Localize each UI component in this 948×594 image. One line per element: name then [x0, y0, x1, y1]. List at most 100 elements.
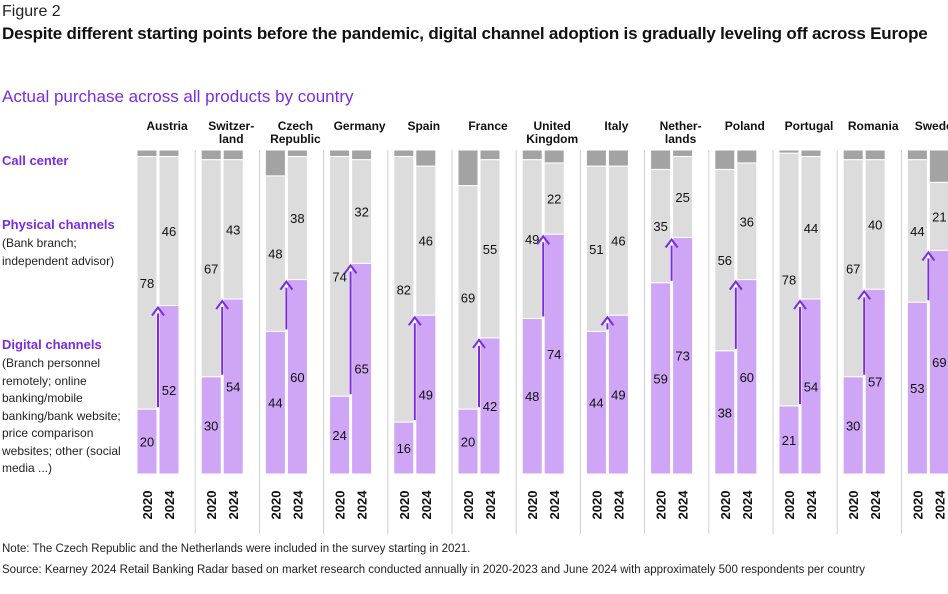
change-arrowhead-france	[472, 338, 486, 349]
bar-callcenter-austria-2024	[158, 149, 180, 157]
label-physical-sweden-2020: 44	[910, 224, 924, 239]
label-digital-czech-republic-2020: 44	[268, 396, 282, 411]
label-physical-switzer-land-2020: 67	[204, 261, 218, 276]
year-label-switzer-land-2020: 2020	[204, 491, 219, 520]
label-digital-united-kingdom-2024: 74	[547, 347, 561, 362]
label-digital-romania-2024: 57	[868, 375, 882, 390]
year-label-sweden-2020: 2020	[910, 491, 925, 520]
country-label-czech-republic: Czech	[278, 119, 313, 133]
bar-callcenter-germany-2020	[329, 149, 351, 157]
label-physical-austria-2024: 46	[162, 224, 176, 239]
year-label-nether-lands-2020: 2020	[654, 491, 669, 520]
year-label-italy-2020: 2020	[589, 491, 604, 520]
country-label-poland: Poland	[725, 119, 765, 133]
bar-callcenter-spain-2024	[415, 149, 437, 167]
label-digital-portugal-2020: 21	[782, 433, 796, 448]
label-physical-spain-2024: 46	[419, 234, 433, 249]
label-digital-poland-2024: 60	[740, 370, 754, 385]
bar-callcenter-switzer-land-2020	[200, 149, 222, 161]
bar-callcenter-sweden-2020	[906, 149, 928, 161]
bar-callcenter-united-kingdom-2024	[543, 149, 565, 164]
year-label-poland-2020: 2020	[718, 491, 733, 520]
label-digital-italy-2024: 49	[611, 388, 625, 403]
country-label-romania: Romania	[848, 119, 899, 133]
category-digital-description: (Branch personnel remotely; online banki…	[2, 356, 121, 475]
bar-callcenter-poland-2020	[714, 149, 736, 170]
label-physical-italy-2024: 46	[611, 234, 625, 249]
label-digital-portugal-2024: 54	[804, 380, 818, 395]
label-digital-switzer-land-2024: 54	[226, 380, 240, 395]
country-label-nether-lands: lands	[665, 132, 697, 146]
bar-callcenter-france-2020	[457, 149, 479, 187]
bar-callcenter-romania-2020	[842, 149, 864, 161]
label-digital-romania-2020: 30	[846, 418, 860, 433]
bar-digital-nether-lands-2024	[672, 236, 694, 475]
bar-digital-italy-2020	[585, 330, 607, 475]
bar-callcenter-czech-republic-2020	[264, 149, 286, 177]
bar-digital-romania-2024	[864, 288, 886, 475]
label-digital-czech-republic-2024: 60	[290, 370, 304, 385]
year-label-france-2024: 2024	[483, 490, 498, 520]
bar-callcenter-united-kingdom-2020	[521, 149, 543, 161]
year-label-nether-lands-2024: 2024	[676, 490, 691, 520]
year-label-germany-2020: 2020	[333, 491, 348, 520]
change-arrowhead-nether-lands	[664, 237, 679, 249]
change-arrowhead-czech-republic	[279, 279, 294, 291]
chart-title: Despite different starting points before…	[2, 24, 928, 43]
bar-callcenter-italy-2020	[585, 149, 607, 167]
country-label-italy: Italy	[604, 119, 628, 133]
bar-callcenter-spain-2020	[393, 149, 415, 157]
country-label-czech-republic: Republic	[270, 132, 321, 146]
category-call-center: Call center	[2, 153, 69, 168]
bar-digital-sweden-2024	[928, 249, 948, 475]
bar-digital-spain-2020	[393, 421, 415, 475]
label-digital-france-2024: 42	[483, 399, 497, 414]
country-label-spain: Spain	[407, 119, 440, 133]
label-physical-united-kingdom-2024: 22	[547, 192, 561, 207]
change-arrowhead-sweden	[921, 250, 936, 262]
bar-callcenter-romania-2024	[864, 149, 886, 161]
country-label-sweden: Sweden	[915, 119, 948, 133]
change-arrowhead-germany	[343, 263, 358, 274]
label-physical-austria-2020: 78	[140, 276, 154, 291]
bar-digital-switzer-land-2024	[222, 298, 244, 475]
year-label-switzer-land-2024: 2024	[226, 490, 241, 520]
label-physical-france-2020: 69	[461, 290, 475, 305]
country-label-portugal: Portugal	[785, 119, 834, 133]
year-label-portugal-2020: 2020	[782, 491, 797, 520]
bar-digital-czech-republic-2024	[286, 279, 308, 475]
year-label-spain-2024: 2024	[419, 490, 434, 520]
bar-callcenter-switzer-land-2024	[222, 149, 244, 161]
category-digital-channels: Digital channels	[2, 337, 102, 352]
bar-callcenter-austria-2020	[136, 149, 158, 157]
bar-digital-poland-2020	[714, 350, 736, 475]
year-label-poland-2024: 2024	[740, 490, 755, 520]
bar-digital-italy-2024	[607, 314, 629, 475]
bar-digital-portugal-2020	[778, 405, 800, 475]
chart-subtitle: Actual purchase across all products by c…	[2, 87, 354, 106]
label-digital-sweden-2020: 53	[910, 381, 924, 396]
country-label-united-kingdom: Kingdom	[526, 132, 578, 146]
bar-digital-poland-2024	[736, 279, 758, 475]
label-physical-portugal-2020: 78	[782, 273, 796, 288]
label-digital-germany-2024: 65	[354, 362, 368, 377]
country-label-switzer-land: land	[219, 132, 244, 146]
bar-digital-france-2020	[457, 408, 479, 475]
bar-digital-romania-2020	[842, 376, 864, 475]
label-digital-germany-2020: 24	[332, 428, 346, 443]
label-physical-germany-2024: 32	[354, 205, 368, 220]
label-digital-united-kingdom-2020: 48	[525, 389, 539, 404]
country-label-switzer-land: Switzer-	[208, 119, 254, 133]
bar-digital-united-kingdom-2020	[521, 317, 543, 475]
label-physical-sweden-2024: 21	[932, 209, 946, 224]
stacked-bar-chart: Austria7820202046522024Switzer-land67302…	[136, 119, 948, 534]
year-label-italy-2024: 2024	[611, 490, 626, 520]
change-arrowhead-united-kingdom	[536, 234, 550, 245]
bar-callcenter-italy-2024	[607, 149, 629, 167]
bar-digital-czech-republic-2020	[264, 330, 286, 475]
change-arrowhead-switzer-land	[215, 299, 229, 310]
bar-callcenter-france-2024	[479, 149, 501, 161]
label-physical-spain-2020: 82	[397, 282, 411, 297]
figure-label: Figure 2	[2, 3, 61, 20]
change-arrowhead-italy	[600, 315, 615, 326]
